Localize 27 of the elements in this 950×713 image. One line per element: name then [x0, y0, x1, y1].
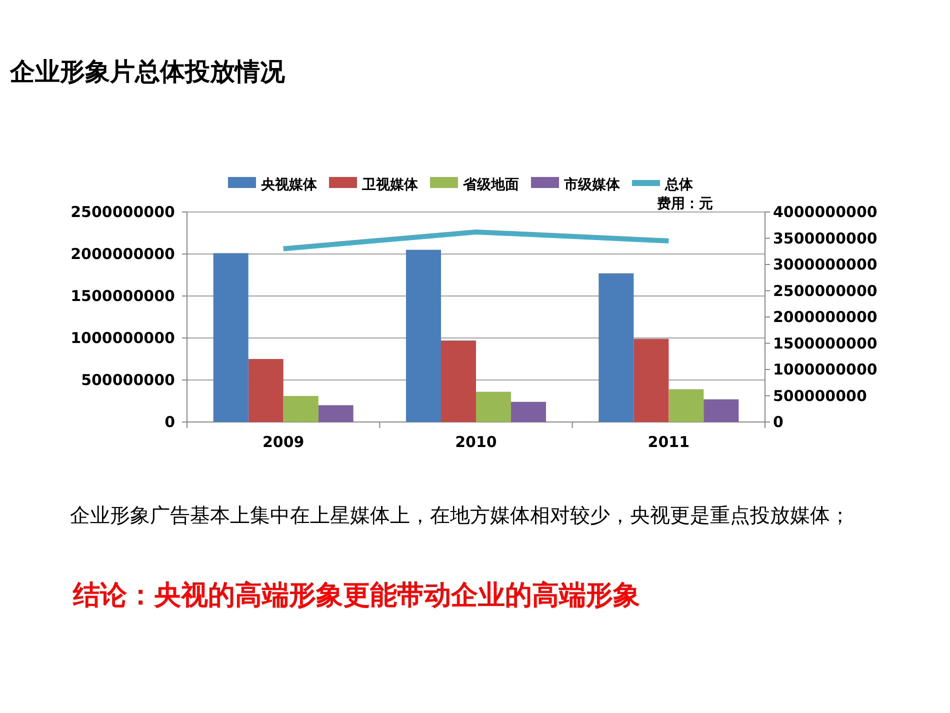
legend-label: 市级媒体	[563, 176, 621, 193]
y-tick-label: 2000000000	[70, 245, 175, 263]
y2-tick-label: 1500000000	[773, 334, 878, 352]
y2-tick-label: 2000000000	[773, 308, 878, 326]
chart-title: 企业形象片总体投放情况	[9, 57, 286, 86]
text: 结论：央视的高端形象更能带动企业的高端形象	[72, 580, 640, 611]
y2-tick-label: 1000000000	[773, 360, 878, 378]
y2-tick-label: 500000000	[773, 386, 867, 405]
y2-axis-title: 费用：元	[656, 196, 713, 212]
y-tick-label: 1500000000	[70, 287, 175, 305]
text: 企业形象广告基本上集中在上星媒体上，在地方媒体相对较少，央视更是重点投放媒体；	[70, 502, 851, 529]
y2-tick-label: 0	[773, 413, 784, 431]
y-tick-label: 0	[164, 413, 175, 431]
y-tick-label: 2500000000	[70, 203, 175, 221]
x-tick-label: 2011	[648, 433, 690, 451]
y-tick-label: 500000000	[81, 371, 175, 389]
legend-label: 卫视媒体	[361, 176, 419, 193]
legend-label: 央视媒体	[260, 176, 318, 193]
y2-tick-label: 3000000000	[773, 256, 878, 274]
x-tick-label: 2009	[262, 433, 304, 451]
y2-tick-label: 2500000000	[773, 282, 878, 300]
legend-label: 省级地面	[462, 177, 519, 193]
y-tick-label: 1000000000	[70, 329, 175, 347]
y2-tick-label: 3500000000	[773, 229, 878, 248]
x-tick-label: 2010	[455, 433, 497, 451]
legend-label: 总体	[664, 177, 694, 193]
y2-tick-label: 4000000000	[773, 203, 878, 221]
